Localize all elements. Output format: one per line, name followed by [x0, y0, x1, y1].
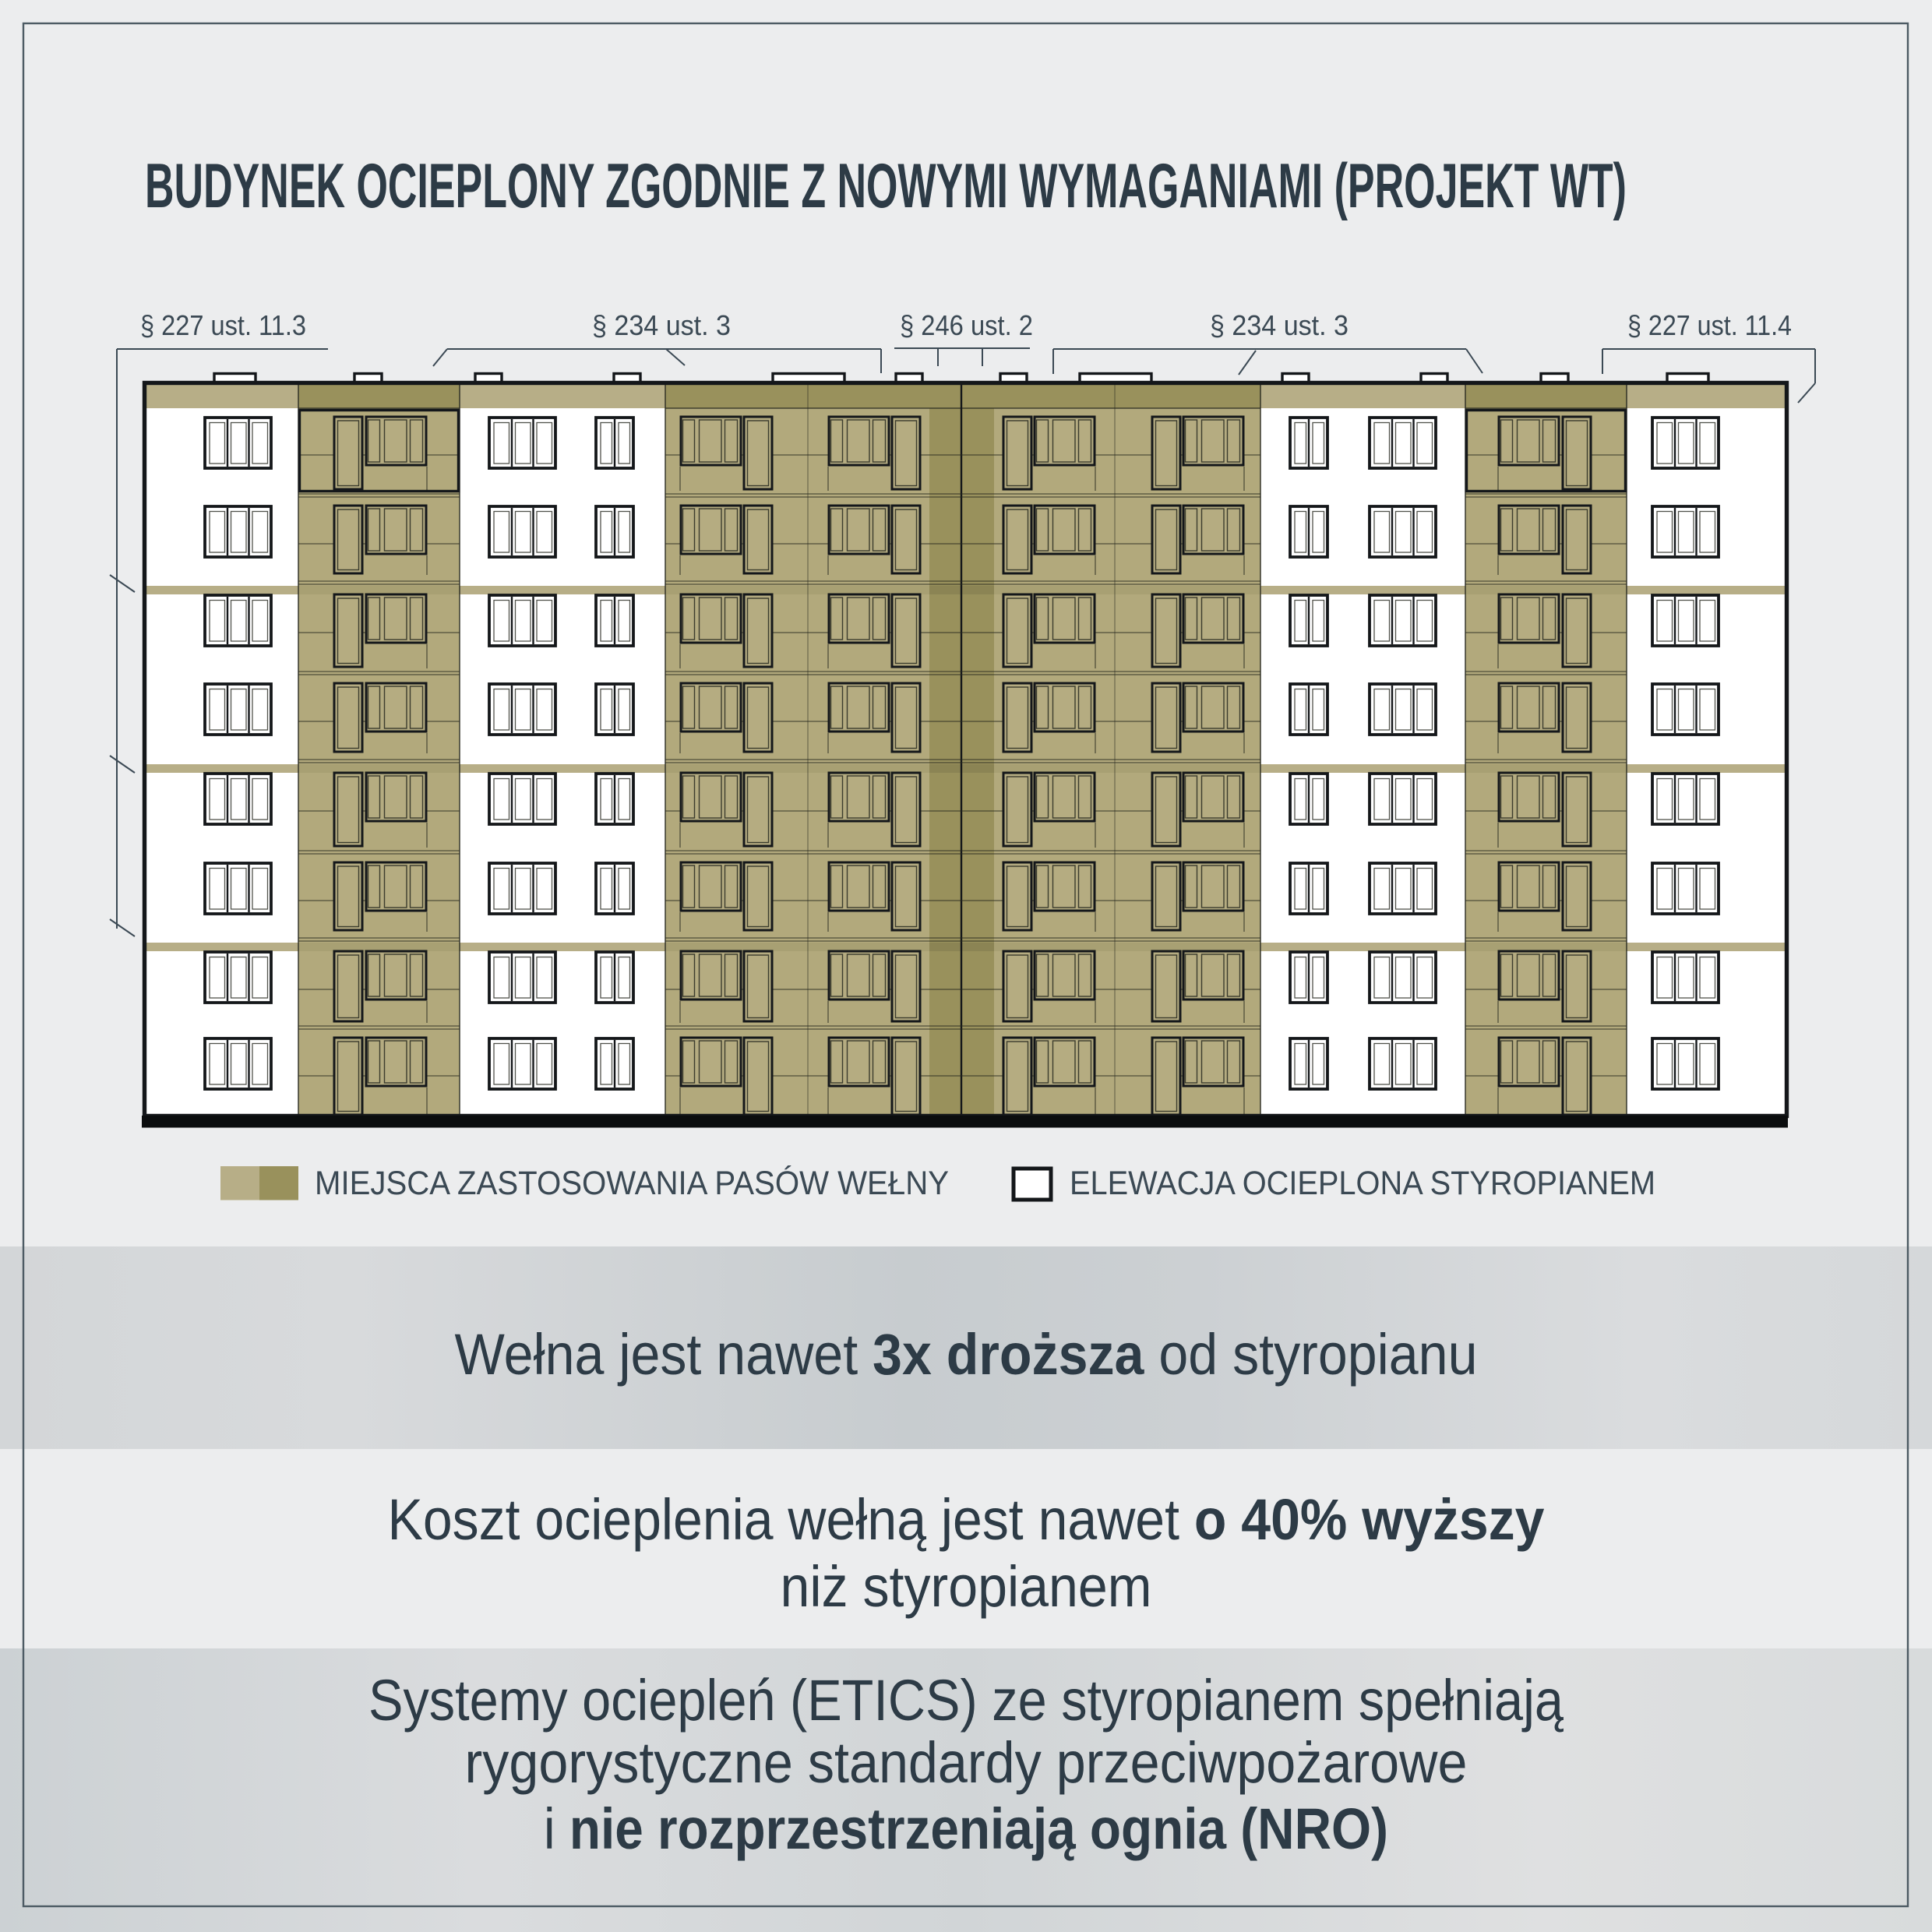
svg-text:Wełna jest nawet 3x droższa od: Wełna jest nawet 3x droższa od styropian…: [455, 1322, 1478, 1387]
svg-text:§ 234 ust. 3: § 234 ust. 3: [592, 309, 731, 341]
svg-text:BUDYNEK OCIEPLONY ZGODNIE Z NO: BUDYNEK OCIEPLONY ZGODNIE Z NOWYMI WYMAG…: [145, 151, 1627, 221]
svg-text:§ 246 ust. 2: § 246 ust. 2: [900, 309, 1033, 341]
svg-text:ELEWACJA OCIEPLONA STYROPIANEM: ELEWACJA OCIEPLONA STYROPIANEM: [1070, 1165, 1655, 1202]
svg-text:§ 227 ust. 11.4: § 227 ust. 11.4: [1627, 309, 1792, 341]
svg-text:Systemy ociepleń (ETICS) ze st: Systemy ociepleń (ETICS) ze styropianem …: [368, 1668, 1564, 1733]
svg-text:§ 227 ust. 11.3: § 227 ust. 11.3: [140, 309, 306, 341]
svg-text:i nie rozprzestrzeniają ognia: i nie rozprzestrzeniają ognia (NRO): [544, 1796, 1388, 1861]
svg-text:rygorystyczne standardy przeci: rygorystyczne standardy przeciwpożarowe: [465, 1730, 1468, 1795]
svg-text:niż styropianem: niż styropianem: [781, 1554, 1152, 1619]
svg-text:Koszt ocieplenia wełną jest na: Koszt ocieplenia wełną jest nawet o 40% …: [388, 1487, 1545, 1552]
svg-text:§ 234 ust. 3: § 234 ust. 3: [1210, 309, 1349, 341]
svg-text:MIEJSCA ZASTOSOWANIA PASÓW WEŁ: MIEJSCA ZASTOSOWANIA PASÓW WEŁNY: [315, 1165, 949, 1202]
